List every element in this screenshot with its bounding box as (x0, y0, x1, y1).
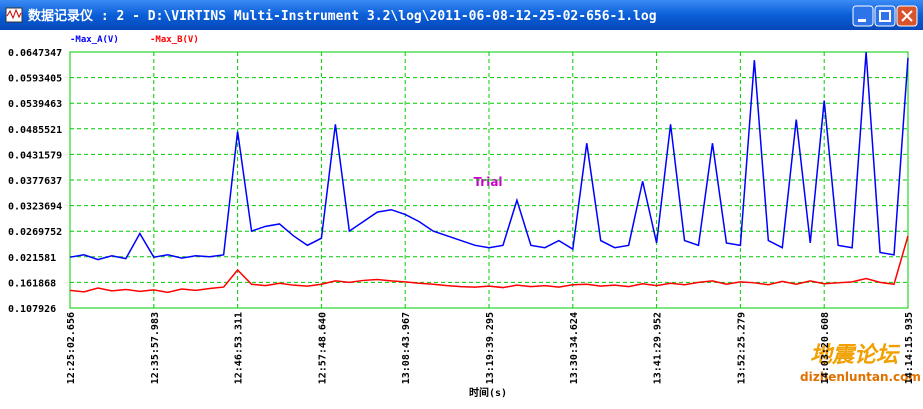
y-tick-label: 0.0323694 (8, 202, 62, 213)
x-tick-label: 13:08:43.967 (401, 312, 412, 384)
y-tick-label: 0.0647347 (8, 48, 62, 59)
x-tick-label: 12:35:57.983 (150, 312, 161, 384)
x-tick-label: 12:25:02.656 (66, 312, 77, 384)
y-tick-label: 0.0485521 (8, 125, 62, 136)
x-tick-label: 12:46:53.311 (234, 312, 245, 384)
series-line (69, 235, 909, 294)
watermark-url: dizhenluntan.com (800, 370, 921, 384)
minimize-button[interactable] (852, 5, 874, 27)
app-icon-wave (6, 8, 22, 20)
y-tick-label: 0.0539463 (8, 99, 62, 110)
x-tick-label: 13:52:25.279 (736, 312, 747, 384)
legend-entry: -Max_A(V) (70, 35, 119, 45)
y-tick-label: 0.0269752 (8, 227, 62, 238)
x-tick-label: 14:14:15.935 (904, 312, 915, 384)
maximize-button[interactable] (874, 5, 896, 27)
series-line (69, 52, 909, 261)
window-title: 数据记录仪 : 2 - D:\VIRTINS Multi-Instrument … (28, 8, 657, 24)
maximize-glyph (879, 10, 891, 22)
minimize-glyph (858, 19, 866, 22)
y-tick-label: 0.161868 (8, 278, 56, 289)
annotation: Trial (473, 175, 502, 189)
x-axis-label: 时间(s) (469, 386, 507, 399)
close-glyph (901, 10, 913, 22)
x-tick-label: 14:03:20.608 (820, 312, 831, 384)
legend-entry: -Max_B(V) (150, 35, 199, 45)
x-tick-label: 13:41:29.952 (653, 312, 664, 384)
x-tick-label: 12:57:48.640 (317, 312, 328, 384)
y-tick-label: 0.021581 (8, 253, 56, 264)
x-tick-label: 13:30:34.624 (569, 312, 580, 384)
x-tick-label: 13:19:39.295 (485, 312, 496, 384)
watermark-text: 地震论坛 (810, 343, 901, 368)
y-tick-label: 0.0593405 (8, 74, 62, 85)
window-buttons (852, 5, 918, 27)
y-tick-label: 0.0431579 (8, 150, 62, 161)
y-tick-label: 0.0377637 (8, 176, 62, 187)
title-bar (0, 0, 923, 30)
y-tick-label: 0.107926 (8, 304, 56, 315)
